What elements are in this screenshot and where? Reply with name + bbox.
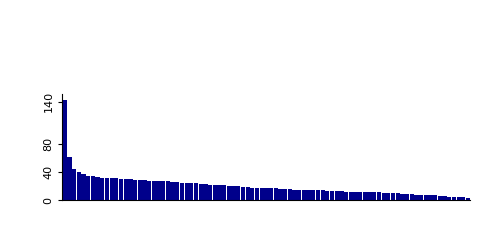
Bar [189, 183, 193, 200]
Bar [335, 191, 339, 200]
Bar [456, 197, 461, 200]
Bar [447, 197, 451, 200]
Bar [414, 195, 419, 200]
Bar [208, 185, 212, 200]
Bar [466, 198, 470, 200]
Bar [443, 196, 447, 200]
Bar [348, 192, 353, 200]
Bar [316, 190, 320, 200]
Bar [260, 188, 264, 200]
Bar [67, 157, 72, 200]
Bar [180, 183, 184, 200]
Bar [283, 189, 287, 200]
Bar [222, 185, 226, 200]
Bar [429, 195, 432, 200]
Bar [321, 190, 325, 200]
Bar [400, 194, 405, 200]
Bar [278, 189, 283, 200]
Bar [213, 185, 217, 200]
Bar [409, 194, 414, 200]
Bar [194, 183, 198, 200]
Bar [170, 182, 175, 200]
Bar [241, 187, 245, 200]
Bar [86, 176, 90, 200]
Bar [77, 172, 81, 200]
Bar [330, 191, 334, 200]
Bar [128, 179, 132, 200]
Bar [396, 193, 400, 200]
Bar [231, 186, 236, 200]
Bar [255, 188, 259, 200]
Bar [82, 174, 85, 200]
Bar [72, 169, 76, 200]
Bar [419, 195, 423, 200]
Bar [138, 180, 142, 200]
Bar [236, 186, 240, 200]
Bar [227, 186, 231, 200]
Bar [62, 100, 67, 200]
Bar [358, 192, 362, 200]
Bar [100, 178, 104, 200]
Bar [161, 181, 165, 200]
Bar [250, 188, 254, 200]
Bar [353, 192, 358, 200]
Bar [109, 178, 114, 200]
Bar [166, 181, 170, 200]
Bar [91, 176, 95, 200]
Bar [424, 195, 428, 200]
Bar [143, 180, 146, 200]
Bar [185, 183, 189, 200]
Bar [246, 187, 250, 200]
Bar [119, 179, 123, 200]
Bar [382, 193, 386, 200]
Bar [264, 188, 268, 200]
Bar [124, 179, 128, 200]
Bar [344, 192, 348, 200]
Bar [377, 193, 381, 200]
Bar [372, 193, 376, 200]
Bar [311, 190, 315, 200]
Bar [386, 193, 390, 200]
Bar [438, 196, 442, 200]
Bar [302, 190, 306, 200]
Bar [96, 177, 100, 200]
Bar [391, 193, 395, 200]
Bar [147, 180, 151, 200]
Bar [274, 188, 278, 200]
Bar [339, 191, 344, 200]
Bar [114, 178, 119, 200]
Bar [433, 195, 437, 200]
Bar [133, 180, 137, 200]
Bar [217, 185, 222, 200]
Bar [368, 193, 372, 200]
Bar [105, 178, 109, 200]
Bar [204, 184, 207, 200]
Bar [288, 189, 292, 200]
Bar [152, 180, 156, 200]
Bar [363, 193, 367, 200]
Bar [307, 190, 311, 200]
Bar [461, 197, 466, 200]
Bar [199, 184, 203, 200]
Bar [325, 191, 329, 200]
Bar [175, 182, 180, 200]
Bar [292, 190, 297, 200]
Bar [269, 188, 273, 200]
Bar [297, 190, 301, 200]
Bar [156, 180, 161, 200]
Bar [452, 197, 456, 200]
Bar [405, 194, 409, 200]
